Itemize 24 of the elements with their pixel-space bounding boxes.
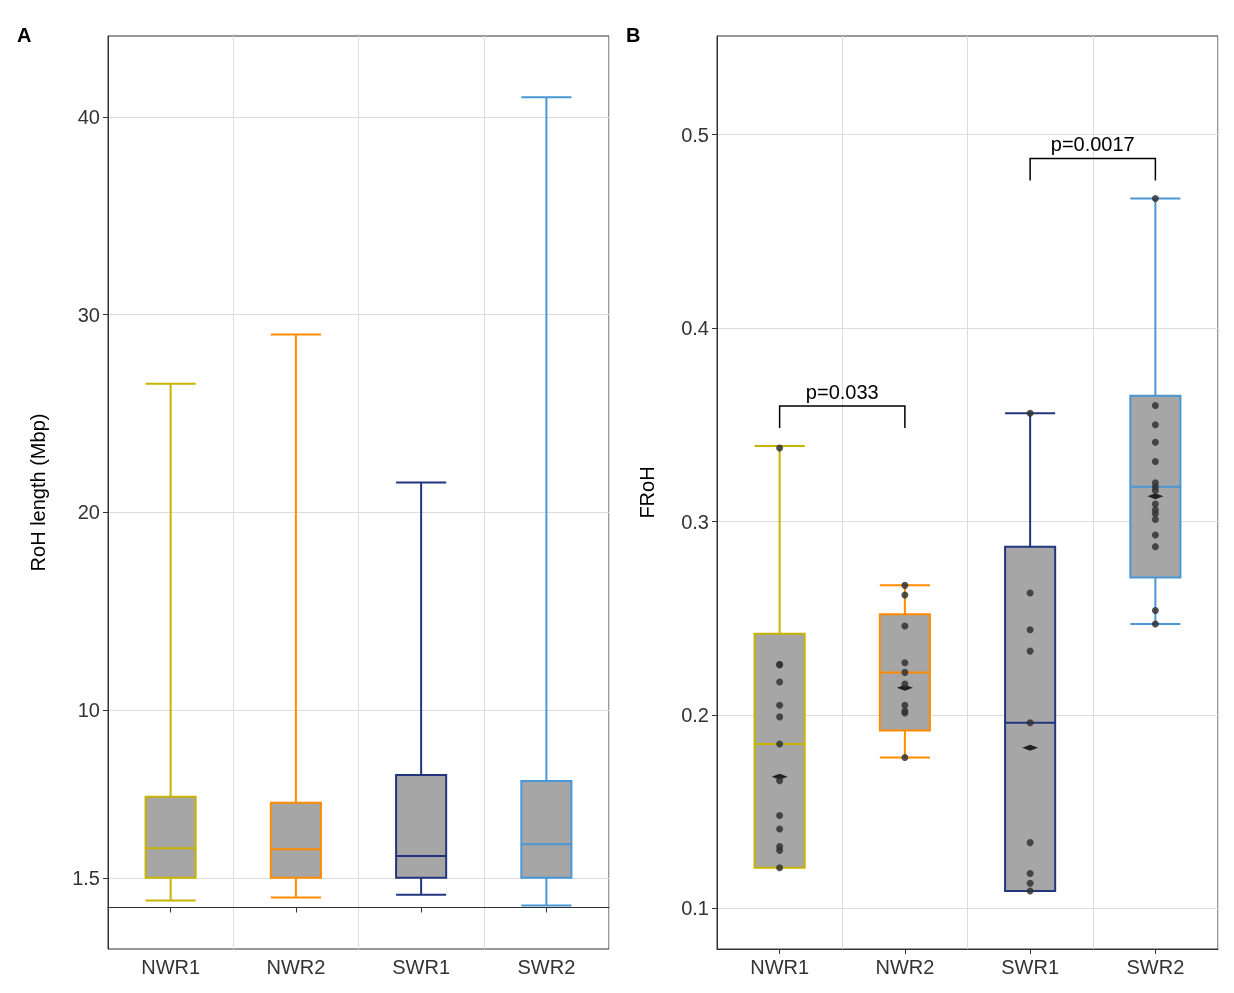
annotation: p=0.0017 (1050, 133, 1135, 156)
annotation: p=0.033 (805, 381, 879, 404)
chart-title: B (626, 24, 641, 46)
x-tick-label: NWR2 (875, 956, 935, 978)
x-tick-label: NWR1 (750, 956, 810, 978)
y-tick-label: 10 (77, 698, 100, 721)
x-tick-label: NWR1 (141, 956, 201, 978)
y-tick-label: 20 (77, 501, 100, 524)
y-tick-label: 40 (77, 106, 100, 129)
x-tick-label: NWR2 (266, 956, 326, 978)
x-tick-label: SWR1 (1001, 956, 1060, 978)
y-tick-label: 1.5 (72, 866, 100, 889)
y-axis-title: RoH length (Mbp) (27, 413, 49, 572)
y-tick-label: 0.3 (681, 510, 709, 533)
y-tick-label: 0.5 (681, 123, 709, 146)
y-tick-label: 0.1 (681, 897, 709, 920)
x-tick-label: SWR1 (392, 956, 451, 978)
y-tick-label: 0.2 (681, 703, 709, 726)
y-tick-label: 0.4 (681, 317, 709, 340)
x-tick-label: SWR2 (517, 956, 576, 978)
chart-title: A (17, 24, 32, 46)
x-tick-label: SWR2 (1126, 956, 1185, 978)
y-tick-label: 30 (77, 303, 100, 326)
y-axis-title: FRoH (636, 466, 658, 519)
